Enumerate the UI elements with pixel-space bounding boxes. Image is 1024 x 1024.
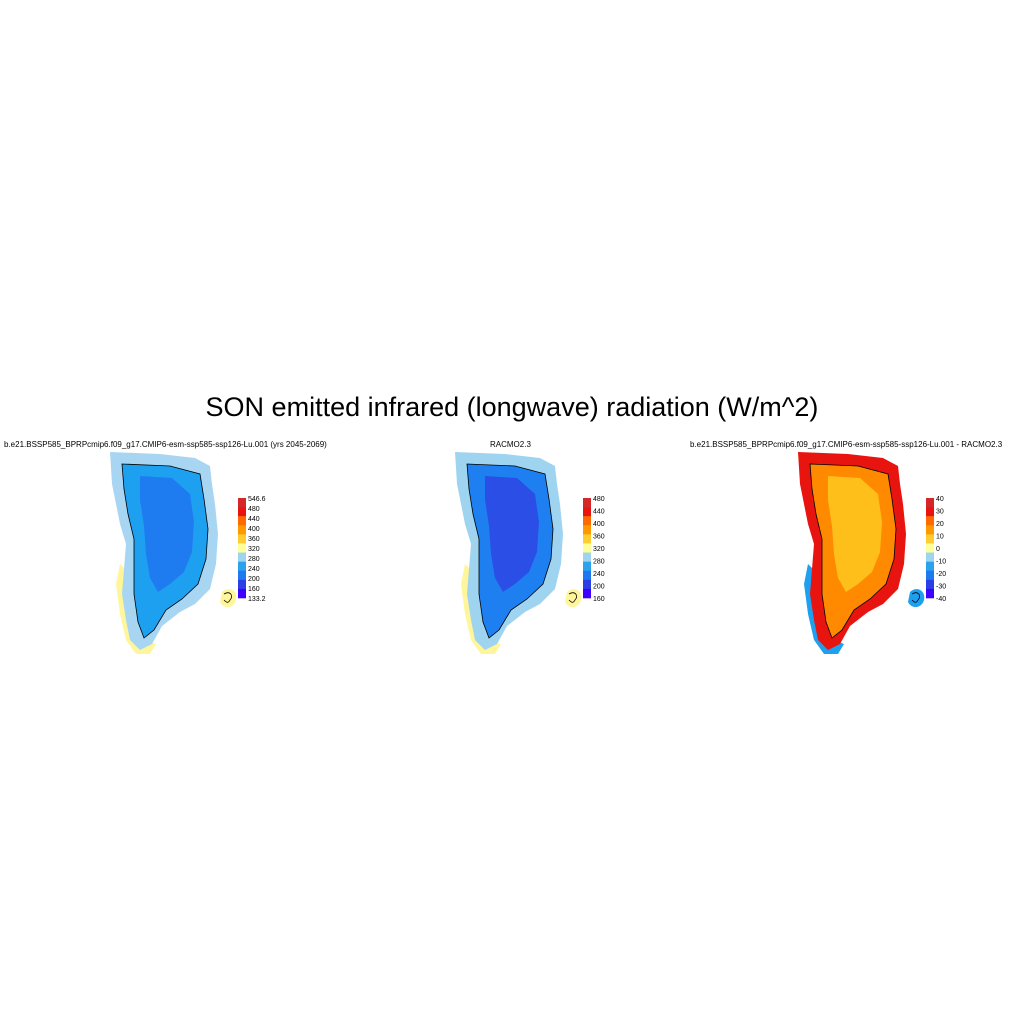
ice-sheet-interior	[828, 476, 882, 592]
colorbar-tick-label: 160	[593, 596, 605, 603]
colorbar-segment	[238, 498, 246, 508]
colorbar-tick-label: 440	[593, 509, 605, 516]
colorbar-tick-label: 280	[248, 556, 260, 563]
colorbar-segment	[583, 534, 591, 544]
colorbar-tick-label: 240	[593, 571, 605, 578]
colorbar-tick-label: 400	[248, 526, 260, 533]
coastline-contour	[466, 463, 554, 639]
colorbar-segment	[583, 507, 591, 517]
greenland-map: 480 440 400 360 320 280 240 200 160	[455, 452, 605, 654]
ice-sheet-interior	[485, 476, 539, 592]
colorbar-segment	[583, 516, 591, 526]
colorbar-segment	[238, 507, 246, 517]
colorbar-tick-label: -10	[936, 559, 946, 566]
colorbar-tick-label: 240	[248, 566, 260, 573]
colorbar-tick-label: -40	[936, 596, 946, 603]
colorbar-tick-label: -20	[936, 571, 946, 578]
map-panel-racmo: RACMO2.3 480 440 400 360 320 280 240 200 160	[445, 440, 645, 660]
coastline-contour	[809, 463, 897, 639]
island-contour	[223, 592, 232, 603]
map-body	[798, 452, 925, 654]
colorbar-segment	[926, 552, 934, 562]
map-panel-model: b.e21.BSSP585_BPRPcmip6.f09_g17.CMIP6-es…	[4, 440, 327, 660]
greenland-map: 546.6 480 440 400 360 320 280 240 200 160 133.2	[110, 452, 266, 654]
colorbar-segment	[926, 525, 934, 535]
colorbar-segment	[926, 561, 934, 572]
colorbar-segment	[583, 588, 591, 599]
island-contour	[911, 592, 920, 603]
colorbar-segment	[926, 543, 934, 553]
colorbar-tick-label: 30	[936, 509, 944, 516]
coastline-contour	[121, 463, 209, 639]
colorbar-segment	[583, 498, 591, 508]
colorbar-segment	[583, 552, 591, 562]
colorbar-tick-label: 480	[593, 496, 605, 503]
island-contour	[568, 592, 577, 603]
colorbar-tick-label: 360	[248, 536, 260, 543]
colorbar-segment	[926, 579, 934, 590]
colorbar-segment	[583, 570, 591, 581]
panel-title: RACMO2.3	[490, 440, 531, 449]
colorbar-segment	[238, 543, 246, 553]
colorbar-tick-label: 133.2	[248, 596, 266, 603]
island	[565, 589, 582, 608]
colorbar-segment	[926, 498, 934, 508]
panel-title: b.e21.BSSP585_BPRPcmip6.f09_g17.CMIP6-es…	[690, 440, 1003, 449]
colorbar-tick-label: 20	[936, 521, 944, 528]
colorbar-tick-label: 440	[248, 516, 260, 523]
colorbar-tick-label: 546.6	[248, 496, 266, 503]
colorbar-tick-label: 200	[593, 584, 605, 591]
colorbar-tick-label: 160	[248, 586, 260, 593]
figure-title: SON emitted infrared (longwave) radiatio…	[205, 392, 819, 422]
colorbar-segment	[238, 516, 246, 526]
colorbar-segment	[238, 579, 246, 590]
map-panel-difference: b.e21.BSSP585_BPRPcmip6.f09_g17.CMIP6-es…	[690, 440, 1002, 660]
colorbar-segment	[583, 579, 591, 590]
colorbar-segment	[583, 525, 591, 535]
island	[908, 589, 925, 608]
colorbar-tick-label: -30	[936, 584, 946, 591]
colorbar-segment	[238, 570, 246, 581]
colorbar-tick-label: 40	[936, 496, 944, 503]
colorbar-segment	[238, 525, 246, 535]
colorbar-tick-label: 400	[593, 521, 605, 528]
ice-sheet-interior	[140, 476, 194, 592]
colorbar-tick-label: 280	[593, 559, 605, 566]
colorbar-segment	[583, 561, 591, 572]
colorbar-segment	[926, 534, 934, 544]
map-body	[455, 452, 582, 654]
colorbar-segment	[238, 561, 246, 572]
colorbar-segment	[238, 588, 246, 599]
colorbar-segment	[926, 516, 934, 526]
colorbar-tick-label: 200	[248, 576, 260, 583]
colorbar-segment	[926, 570, 934, 581]
colorbar-tick-label: 360	[593, 534, 605, 541]
colorbar-segment	[238, 534, 246, 544]
island	[220, 589, 237, 608]
colorbar-tick-label: 10	[936, 534, 944, 541]
greenland-map: 40 30 20 10 0 -10 -20 -30 -40	[798, 452, 946, 654]
colorbar-tick-label: 0	[936, 546, 940, 553]
colorbar-tick-label: 480	[248, 506, 260, 513]
colorbar-tick-label: 320	[593, 546, 605, 553]
colorbar-tick-label: 320	[248, 546, 260, 553]
map-body	[110, 452, 237, 654]
panel-title: b.e21.BSSP585_BPRPcmip6.f09_g17.CMIP6-es…	[4, 440, 327, 449]
colorbar-segment	[926, 588, 934, 599]
colorbar-segment	[926, 507, 934, 517]
colorbar-segment	[583, 543, 591, 553]
colorbar-segment	[238, 552, 246, 562]
